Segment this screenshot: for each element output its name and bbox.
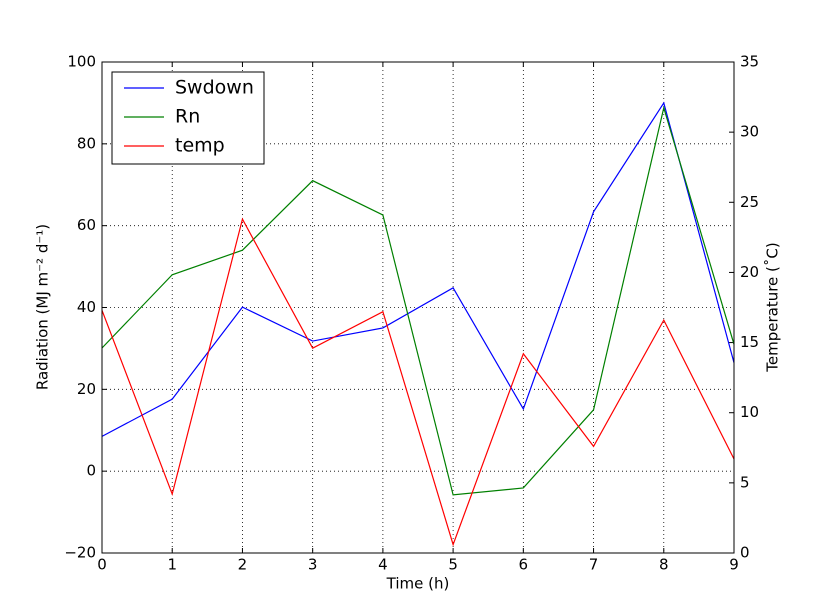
x-tick-label: 5 xyxy=(448,556,458,574)
y2-axis-label: Temperature (˚C) xyxy=(764,242,782,372)
y-axis-label: Radiation (MJ m⁻² d⁻¹) xyxy=(34,224,52,390)
x-tick-label: 1 xyxy=(167,556,177,574)
x-tick-label: 6 xyxy=(519,556,529,574)
legend-box xyxy=(111,71,265,165)
x-tick-label: 7 xyxy=(589,556,599,574)
series-line xyxy=(101,105,735,496)
y2-tick-label: 0 xyxy=(740,544,750,562)
legend-label: Rn xyxy=(175,106,200,128)
x-axis-label: Time (h) xyxy=(386,575,450,593)
y2-tick-label: 10 xyxy=(740,403,759,421)
x-tick-label: 8 xyxy=(659,556,669,574)
y-tick-label: 20 xyxy=(77,380,96,398)
y-tick-label: 0 xyxy=(86,462,96,480)
y2-tick-label: 15 xyxy=(740,333,759,351)
y2-tick-label: 35 xyxy=(740,53,759,71)
y2-tick-label: 20 xyxy=(740,263,759,281)
x-tick-label: 9 xyxy=(729,556,739,574)
x-tick-label: 4 xyxy=(378,556,388,574)
y2-tick-label: 30 xyxy=(740,123,759,141)
y-tick-label: 80 xyxy=(77,134,96,152)
y-tick-label: 100 xyxy=(67,53,96,71)
plot-frame xyxy=(101,61,735,554)
y2-tick-label: 25 xyxy=(740,193,759,211)
y2-tick-label: 5 xyxy=(740,473,750,491)
legend-label: Swdown xyxy=(175,77,254,99)
y-tick-label: 60 xyxy=(77,216,96,234)
series-line xyxy=(101,101,735,437)
x-tick-label: 2 xyxy=(238,556,248,574)
legend-label: temp xyxy=(175,135,225,157)
y-tick-label: −20 xyxy=(64,544,96,562)
x-tick-label: 0 xyxy=(97,556,107,574)
x-tick-label: 3 xyxy=(308,556,318,574)
series-line xyxy=(101,217,735,547)
y-tick-label: 40 xyxy=(77,298,96,316)
